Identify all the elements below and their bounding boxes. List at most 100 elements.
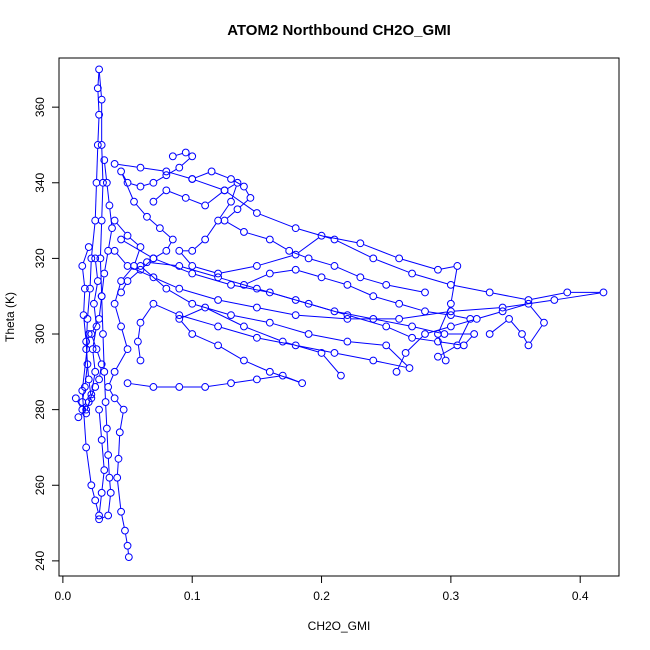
series-line-segment	[105, 405, 108, 425]
data-point	[233, 205, 242, 214]
series-line-segment	[137, 345, 141, 357]
data-point	[343, 311, 352, 320]
data-point	[95, 511, 103, 520]
series-line-segment	[260, 213, 293, 228]
series-line-segment	[109, 481, 111, 490]
data-point	[291, 341, 300, 350]
data-point	[87, 481, 96, 490]
data-point	[84, 330, 93, 338]
data-point	[100, 466, 109, 475]
data-point	[220, 216, 229, 225]
data-point	[114, 454, 123, 463]
series-line-segment	[454, 307, 500, 312]
data-point	[291, 224, 300, 233]
series-line-segment	[182, 308, 203, 318]
series-line-segment	[428, 326, 448, 334]
data-point	[71, 394, 80, 403]
data-point	[240, 182, 248, 191]
y-tick-label: 340	[33, 172, 47, 192]
data-point	[95, 314, 103, 323]
data-point	[265, 288, 274, 297]
series-line-segment	[156, 278, 177, 288]
series-line-segment	[83, 292, 86, 312]
series-line-segment	[298, 270, 319, 277]
data-point	[95, 375, 103, 384]
series-line-segment	[389, 327, 409, 337]
data-point	[162, 171, 171, 180]
series-line-segment	[311, 258, 332, 266]
data-point	[434, 352, 442, 361]
series-line-segment	[94, 284, 98, 301]
data-point	[149, 299, 158, 308]
data-point	[540, 318, 548, 327]
series-line-segment	[169, 191, 183, 198]
data-point	[175, 314, 184, 323]
series-line-segment	[116, 253, 126, 264]
series-line-segment	[376, 296, 396, 304]
series-line-segment	[84, 404, 87, 408]
data-point	[421, 288, 429, 297]
data-point	[246, 194, 255, 202]
data-point	[168, 152, 177, 161]
data-point	[88, 345, 97, 354]
data-point	[162, 167, 171, 176]
data-point	[252, 262, 261, 270]
series-line-segment	[298, 300, 332, 311]
series-line-segment	[292, 251, 306, 258]
x-tick-label: 0.2	[313, 589, 330, 603]
data-point	[395, 254, 404, 263]
series-line-segment	[99, 496, 102, 512]
data-point	[485, 288, 494, 297]
data-point	[382, 322, 391, 331]
series-line-segment	[182, 289, 215, 300]
series-line-segment	[100, 261, 103, 293]
data-point	[382, 280, 391, 289]
series-line-segment	[260, 255, 293, 266]
series-7	[104, 216, 145, 561]
series-line-segment	[104, 254, 109, 271]
data-point	[434, 337, 442, 346]
data-point	[214, 322, 222, 331]
data-point	[130, 197, 138, 206]
series-line-segment	[272, 240, 287, 250]
data-point	[220, 186, 229, 195]
series-line-segment	[376, 360, 407, 368]
series-line-segment	[118, 163, 137, 168]
data-point	[84, 243, 93, 251]
data-point	[421, 330, 429, 338]
data-point	[330, 307, 339, 316]
data-point	[149, 254, 158, 263]
series-line-segment	[530, 325, 543, 343]
data-point	[343, 314, 352, 323]
series-line-segment	[95, 503, 99, 513]
y-axis: 240 260 280 300 320 340 360	[33, 97, 60, 571]
data-point	[90, 299, 98, 308]
data-point	[240, 356, 248, 365]
data-point	[136, 356, 145, 365]
series-12	[71, 156, 116, 414]
series-line-segment	[220, 346, 242, 360]
data-point	[119, 405, 128, 414]
series-line-segment	[115, 352, 127, 369]
data-point	[101, 398, 110, 406]
series-line-segment	[323, 355, 339, 374]
data-point	[97, 141, 106, 149]
data-point	[227, 379, 235, 388]
data-point	[343, 280, 352, 289]
data-point	[123, 231, 132, 240]
series-line-segment	[135, 204, 145, 215]
series-line-segment	[214, 172, 228, 179]
x-axis-label: CH2O_GMI	[308, 619, 371, 633]
data-point	[80, 284, 89, 293]
series-line-segment	[206, 223, 217, 237]
data-point	[304, 254, 313, 263]
series-line-segment	[142, 260, 152, 268]
data-point	[87, 330, 96, 338]
series-line-segment	[245, 189, 250, 196]
data-point	[149, 197, 158, 206]
data-point	[252, 303, 261, 312]
series-line-segment	[89, 390, 95, 399]
series-line-segment	[121, 515, 125, 528]
y-tick-label: 300	[33, 324, 47, 344]
data-point	[291, 296, 300, 304]
